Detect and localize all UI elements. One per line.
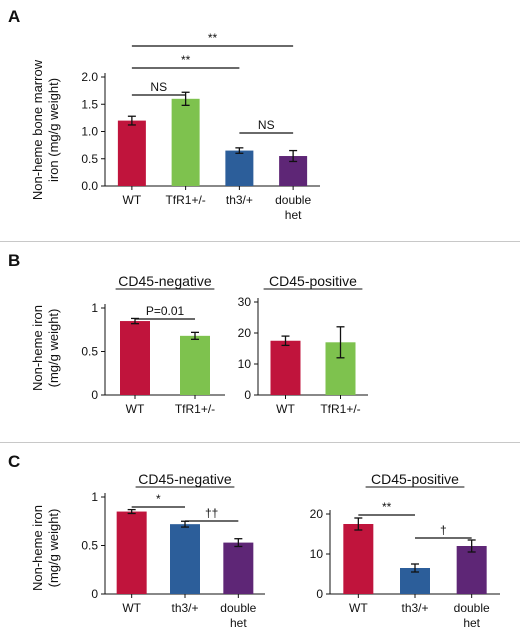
y-axis-title-a-line-2: iron (mg/g weight) [46,78,61,182]
y-tick-label-a: 1.0 [81,125,98,139]
significance-label-a: ** [208,31,218,45]
y-axis-title-b-line-2: (mg/g weight) [46,309,61,388]
x-tick-label-a-double-het: double [275,193,311,207]
x-tick-label-a-tfr1: TfR1+/- [165,193,205,207]
y-tick-label-b-pos: 10 [238,357,252,371]
y-axis-title-b-line-1: Non-heme iron [30,305,45,391]
bar-b-pos-wt [270,340,301,395]
x-tick-label-b-pos-tfr1: TfR1+/- [320,402,360,416]
y-axis-title-c-line-2: (mg/g weight) [46,509,61,588]
y-tick-label-a: 2.0 [81,70,98,84]
x-tick-label-c-pos-th3: th3/+ [401,601,428,615]
y-tick-label-b-pos: 30 [238,295,252,309]
bar-b-neg-wt [120,321,150,395]
x-tick-label-c-pos-wt: WT [349,601,368,615]
significance-label-b-neg: P=0.01 [146,304,185,318]
significance-label-c-neg: * [156,492,161,506]
bar-c-neg-double-het [223,542,254,594]
significance-label-c-pos: ** [382,500,392,514]
bar-c-neg-th3 [170,524,200,594]
y-axis-title-c-line-1: Non-heme iron [30,505,45,591]
y-axis-title-b: Non-heme iron (mg/g weight) [30,305,61,391]
chart-title-c-pos: CD45-positive [371,471,459,487]
x-tick-label-c-neg-th3: th3/+ [171,601,198,615]
x-tick-label-c-neg-wt: WT [122,601,141,615]
bar-a-wt [117,120,146,186]
y-tick-label-c-pos: 20 [310,507,324,521]
bar-a-th3 [225,150,254,186]
y-tick-label-c-neg: 0.5 [81,539,98,553]
panel-letter-b: B [8,251,20,270]
panel-a-frame [0,0,520,242]
chart-title-b-neg: CD45-negative [118,273,212,289]
y-tick-label-b-neg: 1 [91,301,98,315]
x-tick-label-a-wt: WT [123,193,142,207]
significance-label-a: ** [181,53,191,67]
chart-title-c-neg: CD45-negative [138,471,232,487]
bar-c-pos-double-het [456,546,487,594]
x-tick-label-c-pos-double-het: het [463,616,480,630]
y-tick-label-c-neg: 1 [91,490,98,504]
plots: 0.00.51.01.52.0WT TfR1+/- th3/+ doublehet**… [81,31,500,630]
bar-c-pos-wt [343,524,374,594]
bar-b-neg-tfr1 [180,335,210,395]
y-axis-title-a-line-1: Non-heme bone marrow [30,59,45,200]
y-tick-label-b-neg: 0.5 [81,345,98,359]
y-tick-label-c-neg: 0 [91,587,98,601]
x-tick-label-b-neg-wt: WT [126,402,145,416]
x-tick-label-a-double-het: het [285,208,302,222]
chart-title-b-pos: CD45-positive [269,273,357,289]
panel-c-frame [0,443,520,642]
significance-label-c-neg: †† [205,506,218,520]
x-tick-label-c-neg-double-het: het [230,616,247,630]
y-axis-title-a: Non-heme bone marrow iron (mg/g weight) [30,59,61,200]
x-tick-label-c-pos-double-het: double [454,601,490,615]
significance-label-a: NS [258,118,275,132]
y-tick-label-a: 1.5 [81,97,98,111]
y-tick-label-c-pos: 0 [316,587,323,601]
y-tick-label-c-pos: 10 [310,547,324,561]
panel-letter-a: A [8,7,20,26]
panel-b-frame [0,242,520,443]
y-tick-label-a: 0.0 [81,179,98,193]
x-tick-label-b-neg-tfr1: TfR1+/- [175,402,215,416]
y-tick-label-b-neg: 0 [91,388,98,402]
x-tick-label-a-th3: th3/+ [226,193,253,207]
y-tick-label-b-pos: 0 [244,388,251,402]
x-tick-label-c-neg-double-het: double [220,601,256,615]
panel-letter-c: C [8,452,20,471]
significance-label-c-pos: † [440,523,447,537]
significance-label-a: NS [150,80,167,94]
y-tick-label-b-pos: 20 [238,326,252,340]
bar-c-neg-wt [116,511,147,594]
y-axis-title-c: Non-heme iron (mg/g weight) [30,505,61,591]
x-tick-label-b-pos-wt: WT [276,402,295,416]
y-tick-label-a: 0.5 [81,152,98,166]
bar-a-tfr1 [171,98,200,186]
